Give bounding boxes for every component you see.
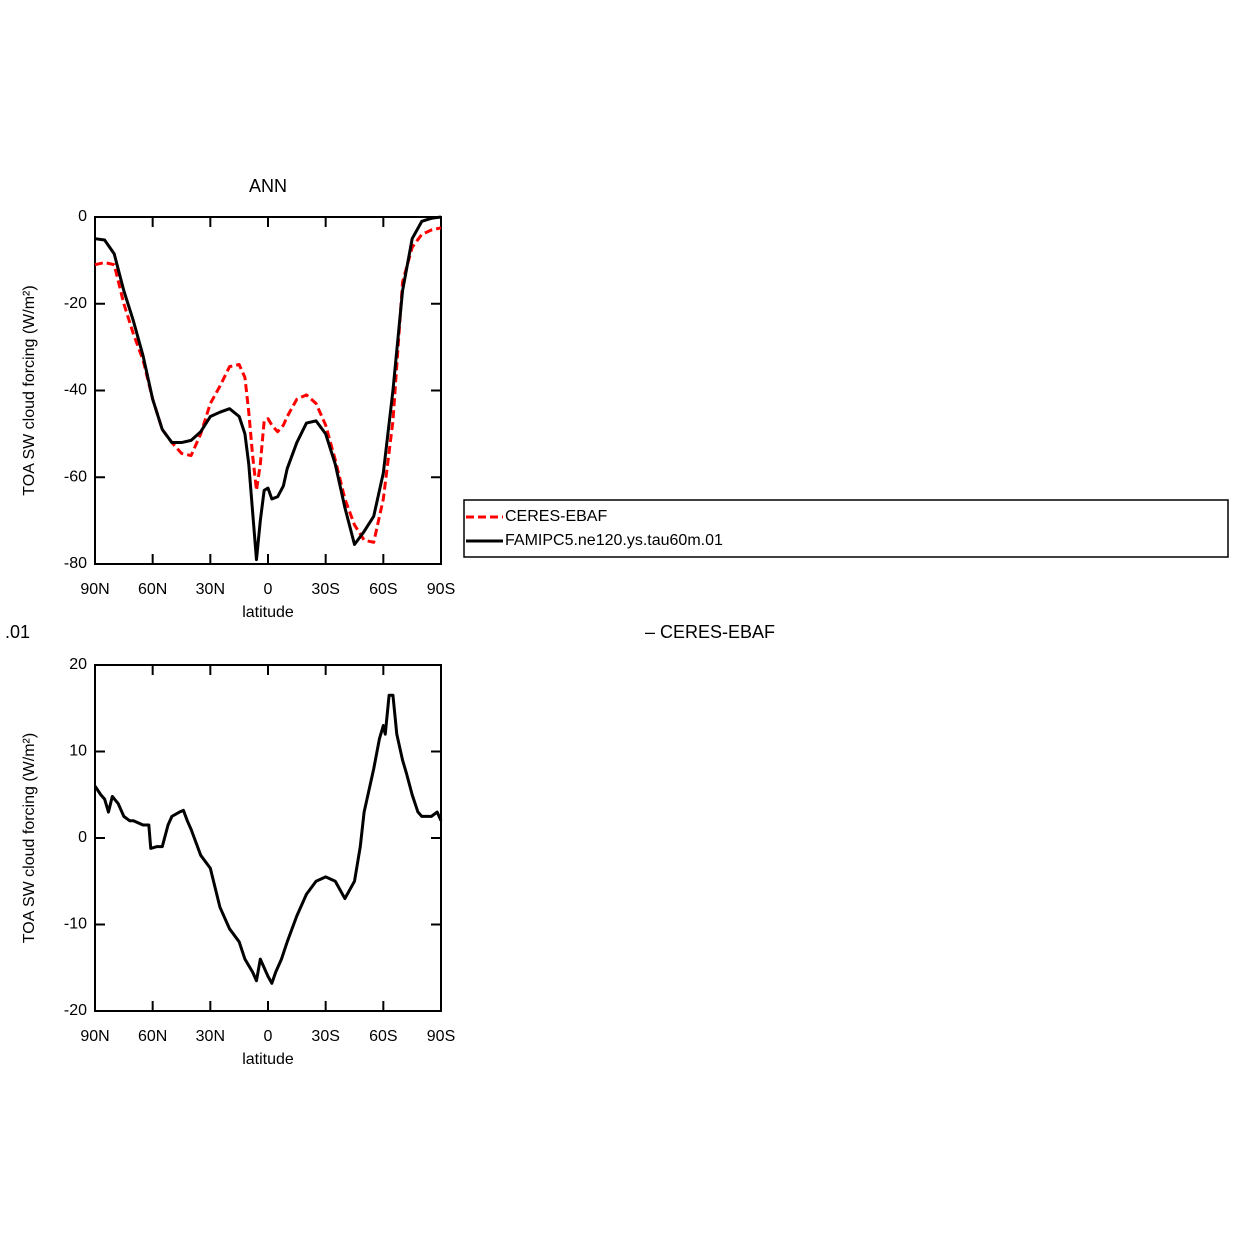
- y-tick-label: 0: [78, 829, 87, 846]
- x-tick-label: 60N: [138, 1028, 167, 1045]
- y-tick-label: -20: [64, 1002, 87, 1019]
- chart-title: .01: [5, 622, 30, 642]
- x-axis-label: latitude: [242, 604, 294, 621]
- legend-box: [463, 499, 1229, 558]
- chart-title: ANN: [249, 176, 287, 196]
- x-tick-label: 60N: [138, 581, 167, 598]
- y-tick-label: -10: [64, 916, 87, 933]
- chart-title: – CERES-EBAF: [645, 622, 775, 642]
- y-tick-label: 20: [69, 656, 87, 673]
- x-tick-label: 90N: [80, 1028, 109, 1045]
- y-tick-label: 0: [78, 208, 87, 225]
- x-tick-label: 30N: [196, 1028, 225, 1045]
- x-tick-label: 90S: [427, 581, 455, 598]
- x-tick-label: 30N: [196, 581, 225, 598]
- x-tick-label: 30S: [311, 581, 339, 598]
- x-axis-label: latitude: [242, 1051, 294, 1068]
- x-tick-label: 90N: [80, 581, 109, 598]
- plot-frame: [94, 664, 442, 1012]
- data-line: [94, 226, 442, 544]
- y-tick-label: -60: [64, 468, 87, 485]
- legend-label: CERES-EBAF: [505, 508, 607, 525]
- x-tick-label: 60S: [369, 1028, 397, 1045]
- data-line: [93, 693, 443, 985]
- legend-label: FAMIPC5.ne120.ys.tau60m.01: [505, 532, 723, 549]
- x-tick-label: 0: [264, 581, 273, 598]
- x-tick-label: 60S: [369, 581, 397, 598]
- data-line: [94, 215, 442, 562]
- x-tick-label: 90S: [427, 1028, 455, 1045]
- y-tick-label: -20: [64, 295, 87, 312]
- plot-frame: [94, 216, 442, 565]
- x-tick-label: 0: [264, 1028, 273, 1045]
- y-tick-label: 10: [69, 743, 87, 760]
- y-axis-label: TOA SW cloud forcing (W/m²): [21, 285, 38, 495]
- y-tick-label: -80: [64, 555, 87, 572]
- y-axis-label: TOA SW cloud forcing (W/m²): [21, 733, 38, 943]
- y-tick-label: -40: [64, 382, 87, 399]
- x-tick-label: 30S: [311, 1028, 339, 1045]
